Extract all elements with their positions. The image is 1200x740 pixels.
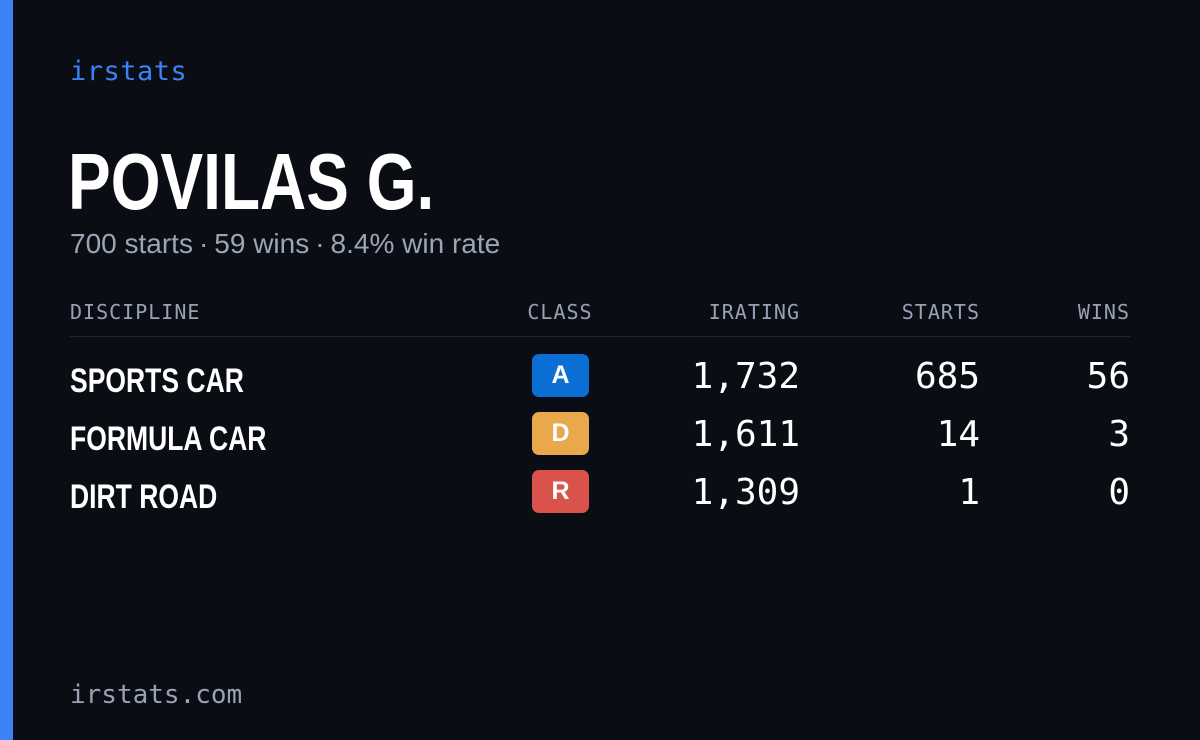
class-badge: A bbox=[532, 354, 589, 397]
discipline-name: FORMULA CAR bbox=[70, 420, 267, 458]
header-starts: STARTS bbox=[901, 300, 980, 324]
header-class: CLASS bbox=[527, 300, 593, 324]
header-irating: IRATING bbox=[708, 300, 800, 324]
table-row: SPORTS CAR A 1,732 685 56 bbox=[70, 352, 1130, 410]
discipline-name: SPORTS CAR bbox=[70, 362, 244, 400]
summary-separator: · bbox=[315, 228, 325, 259]
summary-win-rate: 8.4% win rate bbox=[330, 228, 501, 259]
starts-value: 1 bbox=[958, 472, 980, 513]
summary-wins: 59 wins bbox=[214, 228, 310, 259]
summary-separator: · bbox=[198, 228, 209, 259]
accent-bar bbox=[0, 0, 13, 740]
wins-value: 3 bbox=[1108, 414, 1130, 455]
table-header: DISCIPLINE CLASS IRATING STARTS WINS bbox=[70, 300, 1130, 337]
discipline-name: DIRT ROAD bbox=[70, 478, 218, 516]
irating-value: 1,309 bbox=[691, 472, 800, 513]
class-badge: D bbox=[532, 412, 589, 455]
summary-starts: 700 starts bbox=[70, 228, 193, 259]
driver-summary: 700 starts · 59 wins · 8.4% win rate bbox=[70, 228, 500, 260]
starts-value: 685 bbox=[914, 356, 980, 397]
table-row: FORMULA CAR D 1,611 14 3 bbox=[70, 410, 1130, 468]
wins-value: 0 bbox=[1108, 472, 1130, 513]
class-badge: R bbox=[532, 470, 589, 513]
header-wins: WINS bbox=[1077, 300, 1130, 324]
starts-value: 14 bbox=[936, 414, 980, 455]
brand-logo: irstats bbox=[70, 56, 188, 87]
footer-url: irstats.com bbox=[70, 680, 243, 710]
header-discipline: DISCIPLINE bbox=[70, 300, 201, 324]
table-row: DIRT ROAD R 1,309 1 0 bbox=[70, 468, 1130, 526]
driver-name: POVILAS G. bbox=[68, 137, 435, 226]
irating-value: 1,732 bbox=[691, 356, 800, 397]
irating-value: 1,611 bbox=[691, 414, 800, 455]
wins-value: 56 bbox=[1086, 356, 1130, 397]
